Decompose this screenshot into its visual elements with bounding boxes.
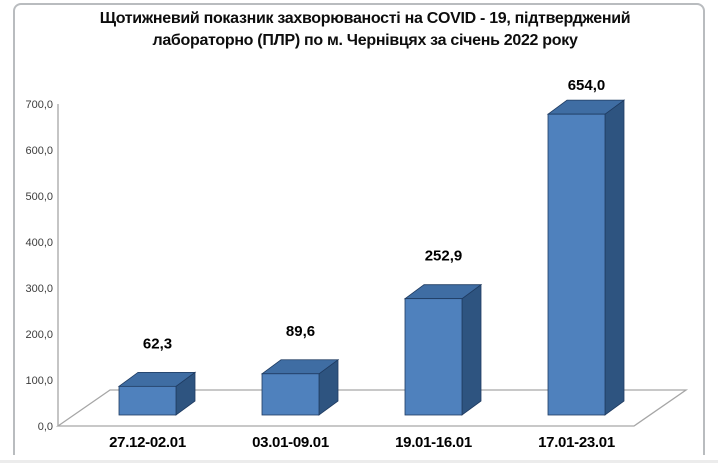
chart-title: Щотижневий показник захворюваності на CO… [40,8,690,52]
chart-title-line1: Щотижневий показник захворюваності на CO… [99,10,631,27]
chart-title-line2: лабораторно (ПЛР) по м. Чернівцях за січ… [152,32,578,49]
chart-frame [13,3,705,455]
image-bottom-edge [0,460,718,463]
